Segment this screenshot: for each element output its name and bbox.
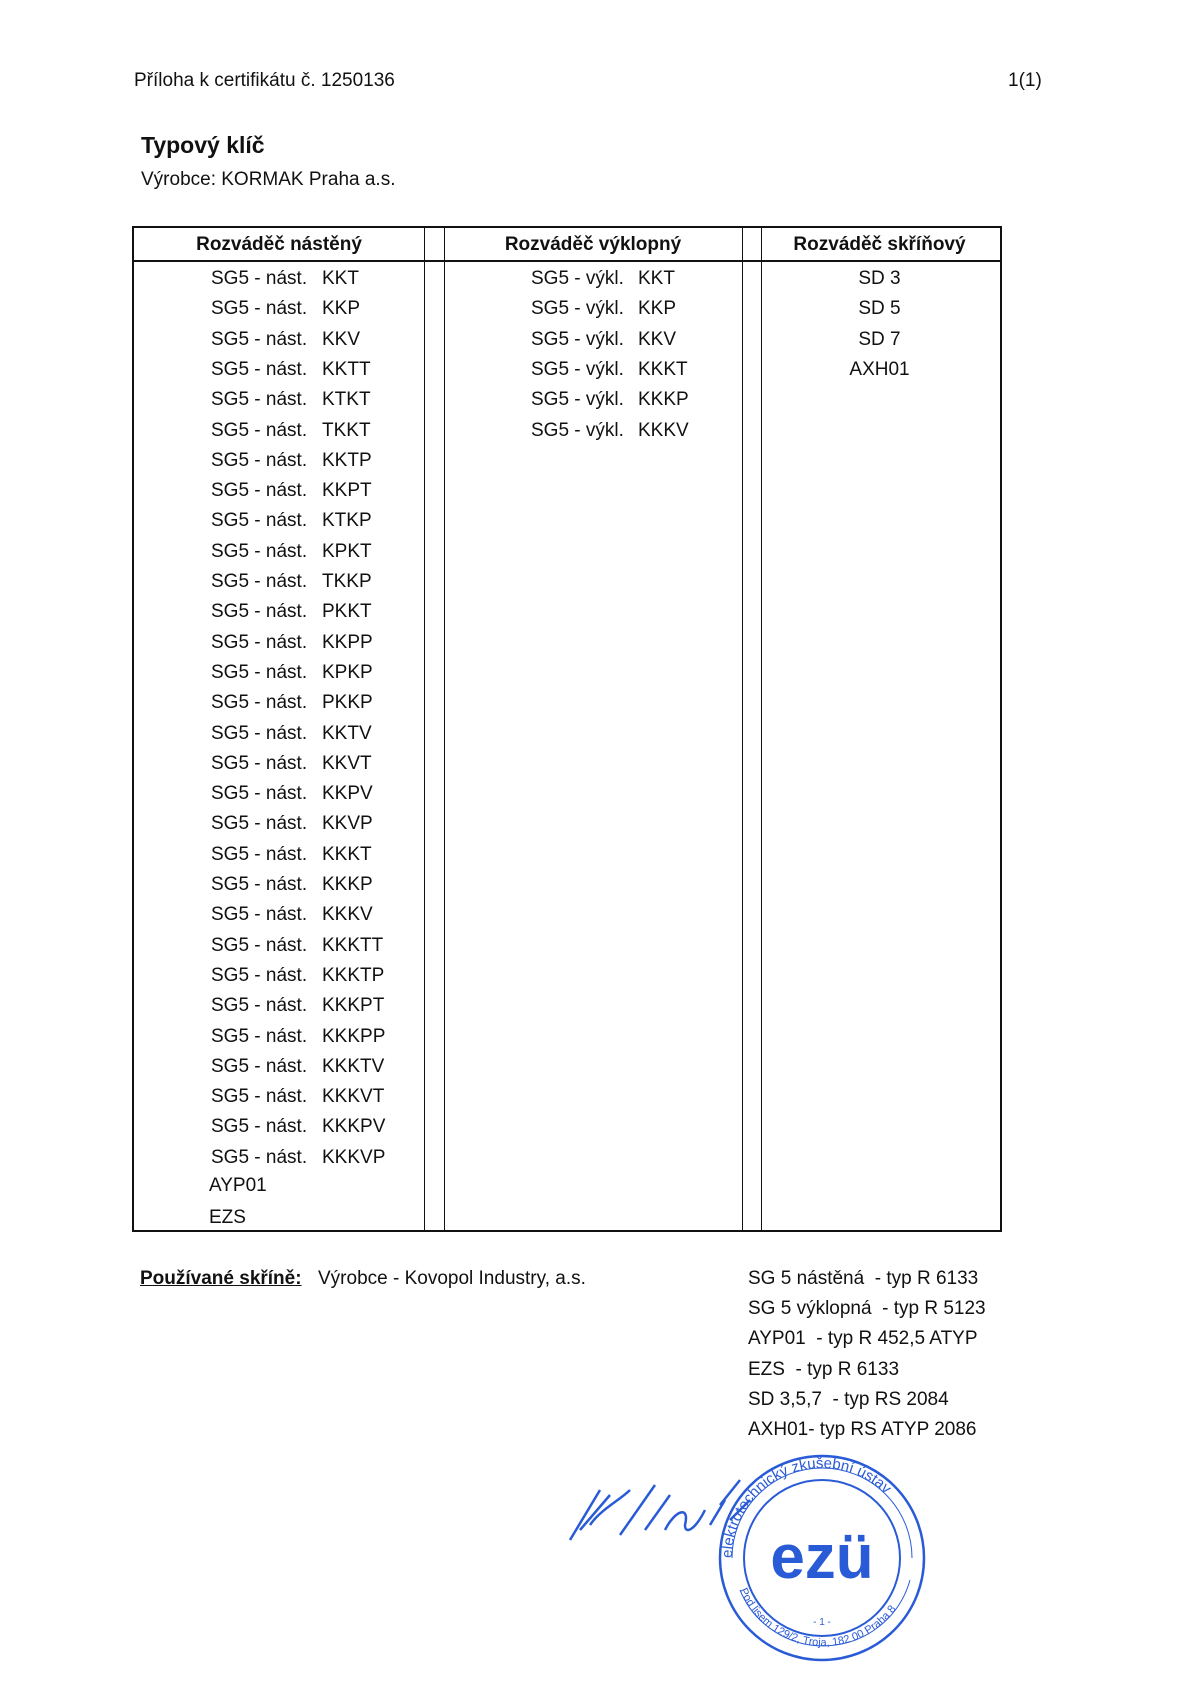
cabinet-type: AYP01 - typ R 452,5 ATYP (748, 1328, 978, 1350)
nastenny-code: KKVT (322, 752, 372, 774)
nastenny-type: SG5 - nást. (211, 1025, 308, 1047)
manufacturer: Výrobce: KORMAK Praha a.s. (141, 169, 396, 190)
nastenny-code: KKT (322, 268, 359, 289)
nastenny-type: SG5 - nást. (211, 298, 308, 320)
nastenny-type: SG5 - nást. (211, 1055, 308, 1077)
nastenny-extra: AYP01 (209, 1175, 267, 1196)
vyklopny-code: KKKV (638, 419, 689, 441)
nastenny-code: KKKV (322, 904, 373, 926)
nastenny-type: SG5 - nást. (211, 1086, 308, 1108)
nastenny-code: KKV (322, 328, 361, 350)
nastenny-type: SG5 - nást. (211, 874, 308, 895)
nastenny-code: KKKPP (322, 1025, 386, 1047)
signature (568, 1479, 751, 1541)
nastenny-code: KKTV (322, 722, 372, 744)
nastenny-type: SG5 - nást. (211, 1146, 308, 1168)
nastenny-type: SG5 - nást. (211, 449, 308, 471)
ezu-stamp: ezü - 1 - elektrotechnický zkušební ústa… (718, 1454, 926, 1662)
nastenny-code: KKTP (322, 449, 372, 471)
nastenny-code: KKKTT (322, 934, 384, 956)
vyklopny-type: SG5 - výkl. (531, 389, 624, 411)
nastenny-type: SG5 - nást. (211, 419, 308, 441)
nastenny-type: SG5 - nást. (211, 1116, 308, 1138)
stamp-and-signature: ezü - 1 - elektrotechnický zkušební ústa… (568, 1454, 926, 1662)
cabinet-type: SD 3,5,7 - typ RS 2084 (748, 1388, 949, 1410)
nastenny-code: KKKPT (322, 995, 385, 1017)
nastenny-extra: EZS (209, 1207, 246, 1228)
stamp-number: - 1 - (813, 1617, 831, 1628)
nastenny-type: SG5 - nást. (211, 843, 308, 865)
nastenny-code: KPKP (322, 661, 373, 683)
nastenny-type: SG5 - nást. (211, 813, 308, 835)
nastenny-code: KKTT (322, 358, 371, 380)
attachment-header: Příloha k certifikátu č. 1250136 (134, 70, 395, 91)
vyklopny-type: SG5 - výkl. (531, 328, 624, 350)
cabinet-type: AXH01- typ RS ATYP 2086 (748, 1419, 977, 1440)
nastenny-code: KKKPV (322, 1116, 386, 1138)
nastenny-code: KKKVT (322, 1086, 385, 1108)
nastenny-type: SG5 - nást. (211, 722, 308, 744)
nastenny-code: TKKP (322, 571, 372, 592)
nastenny-type: SG5 - nást. (211, 358, 308, 380)
nastenny-type: SG5 - nást. (211, 510, 308, 532)
cabinet-type: SG 5 výklopná - typ R 5123 (748, 1298, 986, 1320)
nastenny-code: PKKT (322, 601, 372, 623)
skrinovy-type: SD 7 (858, 328, 901, 350)
nastenny-code: KKVP (322, 813, 373, 835)
nastenny-type: SG5 - nást. (211, 480, 308, 502)
nastenny-code: KKKP (322, 874, 373, 895)
nastenny-type: SG5 - nást. (211, 783, 308, 805)
vyklopny-type: SG5 - výkl. (531, 298, 624, 320)
nastenny-type: SG5 - nást. (211, 328, 308, 350)
nastenny-type: SG5 - nást. (211, 904, 308, 926)
nastenny-type: SG5 - nást. (211, 631, 308, 653)
nastenny-type: SG5 - nást. (211, 571, 308, 592)
cabinet-maker: Výrobce - Kovopol Industry, a.s. (318, 1268, 586, 1289)
vyklopny-code: KKV (638, 328, 677, 350)
page-number: 1(1) (1008, 70, 1042, 91)
nastenny-type: SG5 - nást. (211, 934, 308, 956)
nastenny-type: SG5 - nást. (211, 389, 308, 411)
skrinovy-type: SD 5 (858, 298, 901, 320)
column-header-nastenny: Rozváděč nástěný (196, 234, 362, 255)
nastenny-code: TKKT (322, 419, 371, 441)
nastenny-type: SG5 - nást. (211, 661, 308, 683)
column-header-vyklopny: Rozváděč výklopný (504, 234, 682, 255)
nastenny-code: KKKTP (322, 964, 385, 986)
vyklopny-type: SG5 - výkl. (531, 358, 624, 380)
vyklopny-type: SG5 - výkl. (531, 268, 624, 289)
nastenny-type: SG5 - nást. (211, 268, 308, 289)
column-header-skrinovy: Rozváděč skříňový (793, 234, 966, 255)
skrinovy-type: SD 3 (858, 268, 901, 289)
cabinet-type: SG 5 nástěná - typ R 6133 (748, 1268, 979, 1289)
vyklopny-code: KKP (638, 298, 677, 320)
nastenny-code: KKKT (322, 843, 372, 865)
nastenny-type: SG5 - nást. (211, 601, 308, 623)
nastenny-type: SG5 - nást. (211, 752, 308, 774)
skrinovy-type: AXH01 (849, 358, 910, 380)
vyklopny-code: KKT (638, 268, 675, 289)
cabinet-type: EZS - typ R 6133 (748, 1358, 900, 1380)
nastenny-type: SG5 - nást. (211, 964, 308, 986)
nastenny-code: KKKTV (322, 1055, 385, 1077)
nastenny-code: KKPT (322, 480, 372, 502)
nastenny-code: KTKT (322, 389, 371, 411)
type-key-table: Rozváděč nástěný Rozváděč výklopný Rozvá… (132, 226, 1002, 1232)
nastenny-code: KKP (322, 298, 361, 320)
nastenny-code: KPKT (322, 540, 372, 562)
page-title: Typový klíč (141, 132, 265, 158)
nastenny-code: KKPV (322, 783, 373, 805)
nastenny-code: KKPP (322, 631, 373, 653)
vyklopny-code: KKKP (638, 389, 689, 411)
vyklopny-code: KKKT (638, 358, 688, 380)
vyklopny-type: SG5 - výkl. (531, 419, 624, 441)
nastenny-type: SG5 - nást. (211, 995, 308, 1017)
stamp-logo: ezü (770, 1523, 873, 1592)
nastenny-type: SG5 - nást. (211, 692, 308, 714)
nastenny-code: KKKVP (322, 1146, 386, 1168)
nastenny-type: SG5 - nást. (211, 540, 308, 562)
used-cabinets-label: Používané skříně: (140, 1268, 302, 1289)
nastenny-code: KTKP (322, 510, 372, 532)
nastenny-code: PKKP (322, 692, 373, 714)
